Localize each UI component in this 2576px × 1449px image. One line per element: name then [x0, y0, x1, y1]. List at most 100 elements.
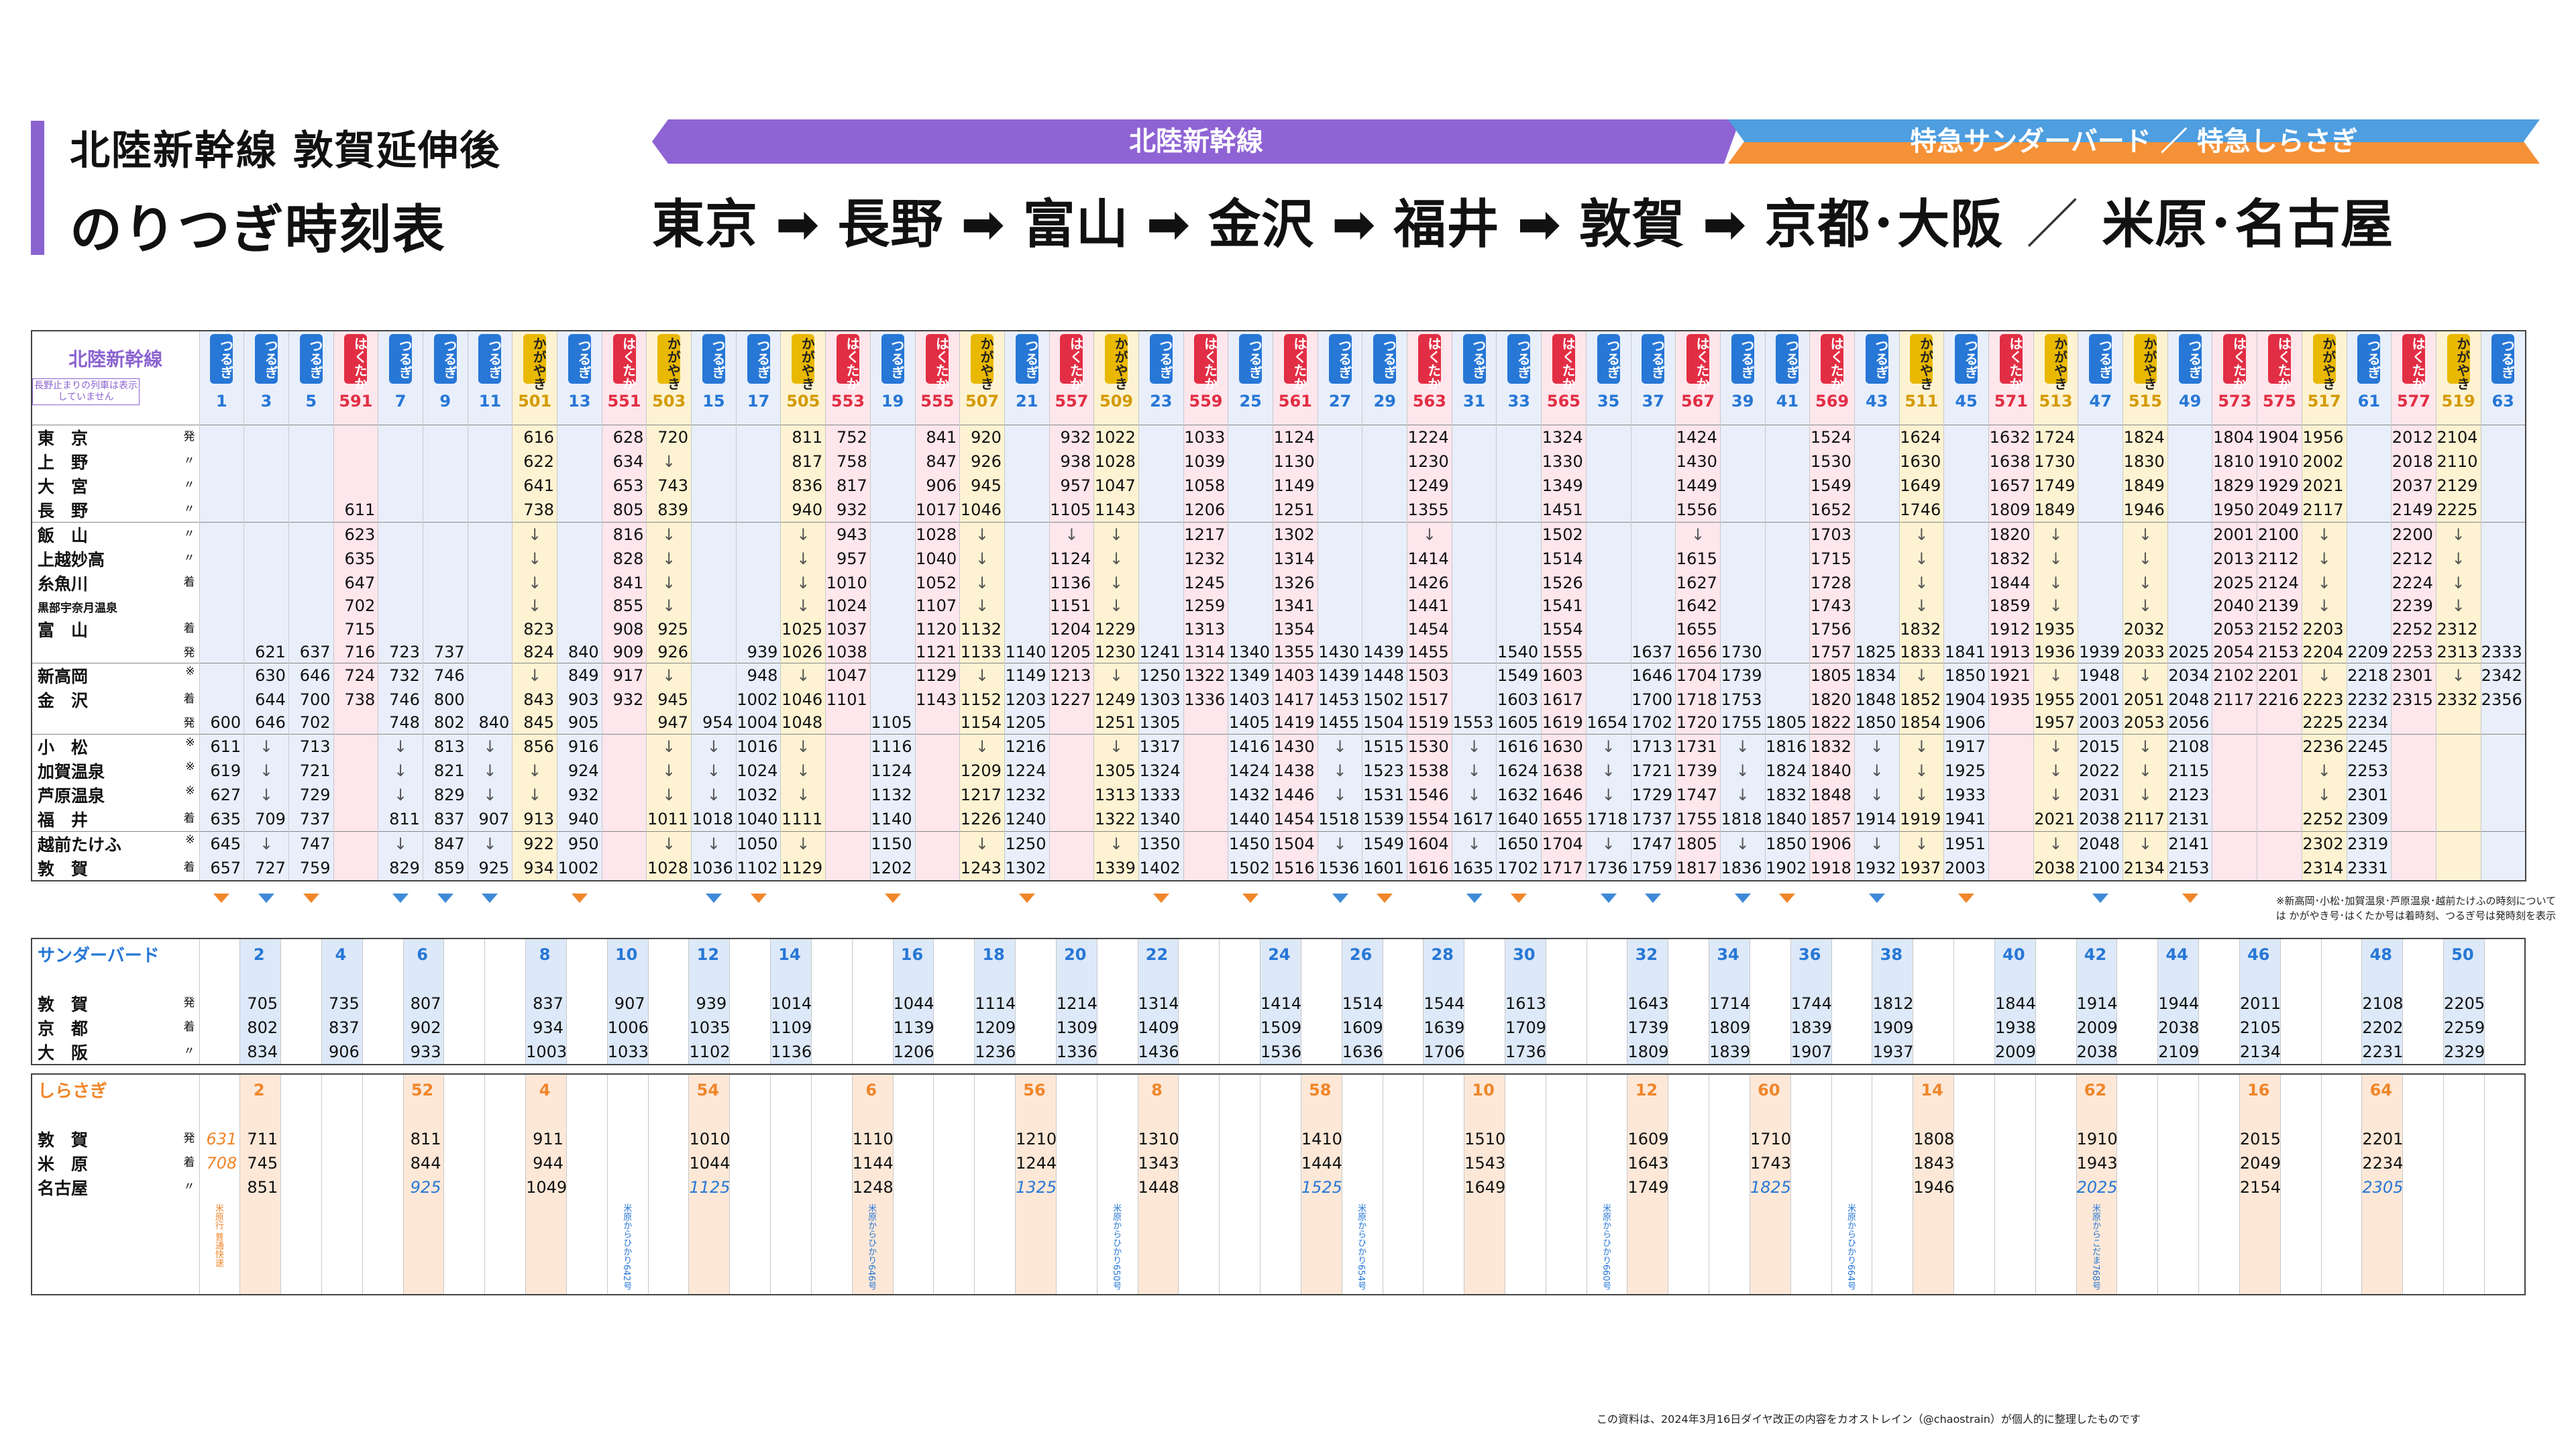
time-cell: ↓: [1898, 594, 1945, 617]
time-cell: 1929: [2257, 473, 2302, 498]
time-cell: 1834: [1854, 663, 1900, 688]
time-cell: 1624: [1496, 758, 1542, 783]
time-cell: 1517: [1407, 688, 1452, 712]
time-cell: [691, 663, 737, 688]
time-cell: 1144: [851, 1151, 894, 1175]
time-cell: 2117: [2212, 688, 2258, 712]
train-name-badge: つるぎ: [1239, 334, 1263, 384]
time-cell: [1183, 733, 1229, 759]
time-cell: [1709, 1127, 1750, 1151]
time-cell: 2049: [2257, 497, 2302, 522]
transfer-arrow-icon: [1958, 894, 1975, 903]
train-header: つるぎ 43: [1854, 330, 1900, 425]
time-cell: 1824: [1764, 758, 1811, 783]
time-cell: 905: [557, 712, 602, 734]
time-cell: [2167, 473, 2213, 498]
time-cell: ↓: [2033, 594, 2079, 617]
time-cell: 1605: [1496, 712, 1542, 734]
time-cell: 2313: [2435, 641, 2481, 663]
time-cell: 1805: [1809, 663, 1855, 688]
time-cell: ↓: [691, 830, 737, 856]
time-cell: [378, 449, 423, 474]
train-header: つるぎ 11: [467, 330, 513, 425]
time-cell: ↓: [646, 449, 692, 474]
time-cell: [1630, 473, 1676, 498]
time-cell: 711: [239, 1127, 282, 1151]
time-cell: [333, 712, 379, 734]
time-cell: 1749: [2033, 473, 2079, 498]
time-cell: [484, 1151, 527, 1175]
time-cell: [1219, 1040, 1261, 1065]
time-cell: [2480, 546, 2526, 571]
time-cell: [2116, 1175, 2159, 1199]
time-cell: [1451, 616, 1497, 641]
time-cell: [869, 424, 916, 449]
time-cell: 1843: [1913, 1151, 1955, 1175]
time-cell: 1209: [959, 758, 1005, 783]
time-cell: [1764, 663, 1811, 688]
time-cell: [1668, 1127, 1710, 1151]
time-cell: 843: [512, 688, 557, 712]
time-cell: 1414: [1260, 991, 1301, 1016]
time-cell: [2198, 1016, 2240, 1040]
time-cell: [467, 594, 513, 617]
express-number: [1178, 1073, 1220, 1105]
time-cell: 631: [199, 1127, 241, 1151]
time-cell: [2480, 616, 2526, 641]
time-cell: [2257, 855, 2302, 881]
time-cell: [566, 1016, 608, 1040]
time-cell: [2320, 1016, 2363, 1040]
train-number: 559: [1189, 392, 1223, 411]
time-cell: [1586, 1175, 1628, 1199]
time-cell: 829: [378, 855, 423, 881]
time-cell: 727: [244, 855, 289, 881]
time-cell: [810, 1127, 853, 1151]
time-cell: 1313: [1093, 782, 1139, 807]
time-cell: [378, 594, 423, 617]
time-cell: 1454: [1273, 806, 1318, 831]
time-cell: [2035, 1151, 2077, 1175]
time-cell: [1749, 1040, 1791, 1065]
express-number: 50: [2443, 938, 2485, 969]
express-number: [974, 1073, 1016, 1105]
time-cell: 1638: [1988, 449, 2034, 474]
time-cell: [1015, 1040, 1057, 1065]
time-cell: ↓: [1451, 830, 1497, 856]
time-cell: [1138, 594, 1184, 617]
time-cell: 1805: [1675, 830, 1721, 856]
train-header: つるぎ 47: [2078, 330, 2124, 425]
time-cell: 1202: [869, 855, 916, 881]
time-cell: 938: [1049, 449, 1095, 474]
time-cell: ↓: [1451, 782, 1497, 807]
time-cell: 1037: [825, 616, 871, 641]
time-cell: [1055, 1127, 1097, 1151]
train-name-badge: つるぎ: [2357, 334, 2381, 384]
time-cell: [557, 594, 602, 617]
express-number: 46: [2239, 938, 2281, 969]
time-cell: ↓: [2123, 570, 2168, 595]
time-cell: 1302: [1273, 521, 1318, 547]
time-cell: [288, 449, 334, 474]
train-name-badge: つるぎ: [2491, 334, 2515, 384]
time-cell: [729, 1175, 771, 1199]
time-cell: 1502: [1541, 521, 1587, 547]
time-cell: [422, 521, 468, 547]
time-cell: 1632: [1988, 424, 2034, 449]
time-cell: ↓: [2123, 521, 2168, 547]
time-cell: 1655: [1675, 616, 1721, 641]
time-cell: [199, 1016, 241, 1040]
time-cell: [1988, 855, 2034, 881]
time-cell: 1241: [1138, 641, 1184, 663]
time-cell: 2040: [2212, 594, 2258, 617]
time-cell: 1203: [1004, 688, 1050, 712]
time-cell: ↓: [780, 663, 826, 688]
express-number: [647, 1073, 690, 1105]
time-cell: [566, 1175, 608, 1199]
train-header: はくたか 561: [1273, 330, 1318, 425]
time-cell: [1138, 473, 1184, 498]
train-header: かがやき 505: [780, 330, 826, 425]
time-cell: 1714: [1709, 991, 1750, 1016]
time-cell: [1228, 521, 1273, 547]
time-cell: [1451, 521, 1497, 547]
time-cell: 1129: [914, 663, 961, 688]
